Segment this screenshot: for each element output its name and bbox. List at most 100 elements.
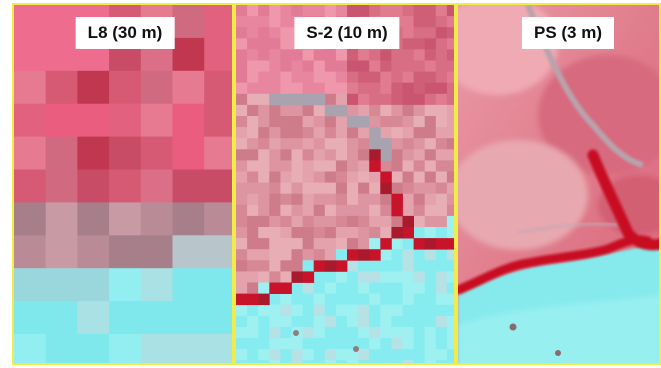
s2-pixel (424, 271, 437, 283)
s2-pixel (258, 282, 270, 294)
s2-pixel (247, 271, 259, 283)
s2-pixel (413, 127, 426, 139)
s2-channel-pixel (302, 271, 315, 283)
s2-pixel (280, 5, 292, 17)
s2-pixel (247, 238, 259, 250)
s2-pixel (358, 215, 370, 228)
l8-pixel (172, 235, 205, 269)
s2-channel-pixel (258, 293, 270, 306)
s2-pixel (424, 193, 437, 206)
s2-pixel (291, 182, 303, 195)
s2-pixel (435, 304, 448, 317)
s2-pixel (424, 60, 437, 72)
s2-pixel (435, 49, 448, 61)
s2-pixel (236, 304, 248, 317)
s2-pixel (402, 93, 414, 106)
s2-pixel (446, 260, 454, 272)
s2-pixel (424, 227, 437, 239)
s2-pixel (291, 227, 303, 239)
s2-channel-pixel (358, 249, 370, 261)
panel-l8: L8 (30 m) (12, 3, 234, 365)
l8-pixel (14, 5, 47, 39)
s2-pixel (435, 349, 448, 361)
l8-pixel (172, 37, 205, 72)
l8-pixel (45, 169, 78, 203)
s2-pixel (358, 93, 370, 106)
s2-pixel (280, 227, 292, 239)
s2-pixel (347, 282, 359, 294)
s2-pixel (435, 5, 448, 17)
panel-ps: PS (3 m) (456, 3, 661, 365)
s2-pixel (247, 349, 259, 361)
s2-pixel (424, 315, 437, 328)
s2-pixel (424, 49, 437, 61)
l8-pixel (172, 202, 205, 236)
panel-s2: S-2 (10 m) (234, 3, 456, 365)
s2-pixel (280, 260, 292, 272)
s2-pixel (313, 349, 326, 361)
s2-pixel (424, 71, 437, 84)
s2-pixel (269, 27, 281, 39)
s2-pixel (302, 49, 315, 61)
s2-pixel (347, 315, 359, 328)
s2-pixel (302, 104, 315, 117)
s2-pixel (269, 271, 281, 283)
s2-pixel (446, 304, 454, 317)
s2-pixel (369, 260, 381, 272)
s2-pixel (391, 249, 403, 261)
s2-pixel (313, 171, 326, 183)
s2-pixel (247, 38, 259, 50)
s2-pixel (369, 238, 381, 250)
s2-pixel (369, 282, 381, 294)
s2-pixel (269, 304, 281, 317)
s2-pixel (269, 49, 281, 61)
s2-pixel (347, 360, 359, 363)
s2-pixel (391, 215, 403, 228)
s2-pixel (435, 116, 448, 128)
s2-pixel (369, 49, 381, 61)
s2-pixel (247, 227, 259, 239)
l8-pixel (140, 103, 174, 138)
s2-pixel (435, 260, 448, 272)
s2-pixel (324, 238, 337, 250)
l8-pixel (204, 136, 232, 171)
s2-pixel (347, 326, 359, 339)
s2-pixel (236, 71, 248, 84)
s2-pixel (380, 160, 392, 172)
s2-road-pixel (280, 93, 292, 106)
s2-pixel (324, 127, 337, 139)
l8-pixel (77, 169, 110, 203)
s2-pixel (391, 282, 403, 294)
s2-pixel (347, 215, 359, 228)
s2-pixel (324, 138, 337, 150)
s2-pixel (313, 182, 326, 195)
s2-pixel (324, 227, 337, 239)
s2-pixel (258, 260, 270, 272)
s2-pixel (424, 204, 437, 217)
s2-pixel (347, 204, 359, 217)
s2-pixel (258, 238, 270, 250)
s2-pixel (313, 204, 326, 217)
s2-pixel (402, 349, 414, 361)
s2-channel-pixel (435, 238, 448, 250)
s2-pixel (280, 304, 292, 317)
s2-pixel (446, 338, 454, 350)
l8-pixel (14, 169, 47, 203)
s2-pixel (335, 271, 348, 283)
s2-pixel (313, 160, 326, 172)
s2-pixel (335, 5, 348, 17)
l8-pixel (77, 334, 110, 363)
s2-pixel (347, 304, 359, 317)
s2-pixel (358, 315, 370, 328)
s2-pixel (291, 193, 303, 206)
s2-pixel (380, 127, 392, 139)
s2-pixel (302, 149, 315, 161)
s2-pixel (247, 27, 259, 39)
s2-pixel (236, 171, 248, 183)
s2-pixel (236, 138, 248, 150)
s2-pixel (435, 16, 448, 28)
s2-pixel (358, 326, 370, 339)
l8-pixel (140, 268, 174, 302)
s2-pixel (402, 249, 414, 261)
l8-pixel (77, 136, 110, 171)
